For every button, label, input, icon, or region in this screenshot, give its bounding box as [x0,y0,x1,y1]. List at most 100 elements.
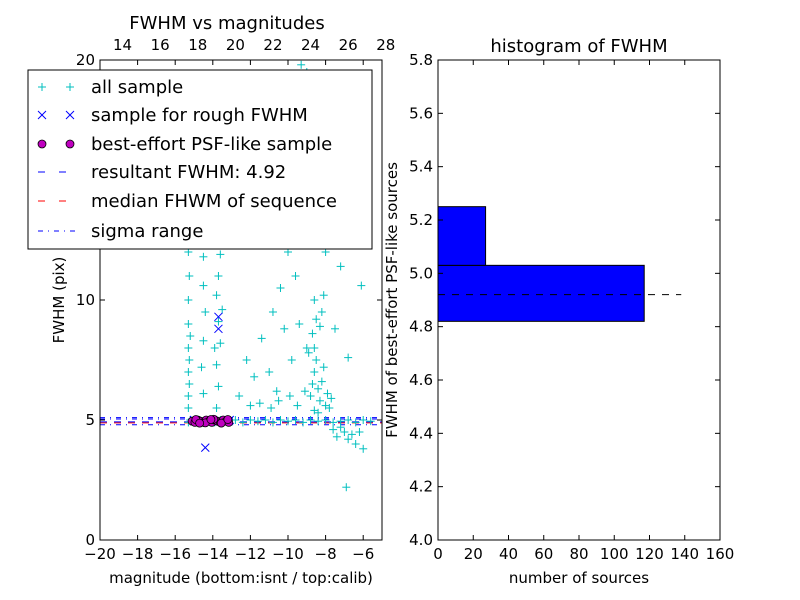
right-y-tick-label: 5.2 [409,211,433,229]
left-top-tick-label: 14 [113,36,132,54]
all-sample-point [291,416,300,424]
legend-label-rough-sample: sample for rough FWHM [91,105,308,126]
left-y-axis-ticks: 0 5 10 20 [76,51,382,549]
all-sample-point [319,291,328,300]
all-sample-point [319,363,328,372]
left-x-axis-ticks: −20 −18 −16 −14 −12 −10 −8 −6 [84,60,374,563]
all-sample-point [212,360,221,369]
all-sample-point [323,389,332,398]
left-top-axis-ticks: 14 16 18 20 22 24 26 28 [113,36,395,54]
psf-sample-point [195,418,205,428]
left-x-tick-label: −14 [197,545,229,563]
left-top-tick-label: 16 [151,36,170,54]
all-sample-point [261,416,270,424]
left-chart-title: FWHM vs magnitudes [129,13,324,34]
all-sample-point [199,281,208,290]
all-sample-point [184,296,193,304]
left-top-tick-label: 24 [301,36,320,54]
left-y-tick-label: 10 [76,291,95,309]
all-sample-point [214,272,223,280]
psf-sample-point [216,418,226,428]
right-x-tick-label: 60 [534,545,553,563]
all-sample-point [246,401,255,410]
legend-entry-all-sample: all sample [38,77,183,98]
all-sample-point [310,296,319,304]
psf-sample-point [206,415,216,424]
fwhm-histogram-chart: 0 20 40 60 80 100 120 140 160 4.0 4.2 4.4 4.6 4.8 5.0… [383,36,734,587]
all-sample-point [351,418,360,427]
right-x-tick-label: 0 [433,545,443,563]
right-y-tick-label: 5.6 [409,104,433,122]
all-sample-point [359,444,368,453]
all-sample-point [344,435,353,444]
legend-label-median-fwhm: median FHWM of sequence [91,191,337,212]
legend-label-sigma-range: sigma range [91,221,203,242]
all-sample-point [347,430,356,439]
left-x-axis-label: magnitude (bottom:isnt / top:calib) [109,569,373,587]
all-sample-point [308,329,317,338]
all-sample-point [342,483,351,492]
all-sample-point [238,418,247,427]
all-sample-point [321,416,330,424]
all-sample-point [185,272,194,280]
all-sample-point [231,416,240,424]
all-sample-point [336,262,345,271]
all-sample-point [317,308,326,316]
left-top-tick-label: 26 [339,36,358,54]
legend-entry-psf-sample: best-effort PSF-like sample [37,134,332,155]
right-y-axis-label: FWHM of best-effort PSF-like sources [383,162,401,438]
all-sample-point [300,387,309,396]
right-x-tick-label: 20 [464,545,483,563]
right-y-tick-label: 5.8 [409,51,433,69]
all-sample-point [253,417,262,426]
all-sample-point [255,399,264,408]
all-sample-point [314,384,323,393]
all-sample-point [357,281,366,290]
all-sample-point [199,336,208,345]
legend-box [27,69,373,250]
all-sample-point [285,392,294,400]
all-sample-point [302,344,311,352]
all-sample-point [184,368,193,376]
legend-entry-sigma-range: sigma range [38,221,203,242]
legend-label-psf-sample: best-effort PSF-like sample [91,134,332,155]
legend-label-resultant-fwhm: resultant FWHM: 4.92 [91,162,286,183]
legend-entry-rough-sample: sample for rough FWHM [37,105,308,126]
all-sample-point [327,394,336,403]
all-sample-point [214,317,223,326]
all-sample-point [212,404,221,412]
right-x-tick-label: 140 [670,545,699,563]
rough-sample-point [214,312,223,322]
all-sample-point [284,417,292,426]
all-sample-point [274,396,283,405]
right-y-tick-label: 5.4 [409,158,433,176]
all-sample-point [314,417,323,426]
all-sample-point [265,368,274,376]
all-sample-point [310,368,319,376]
all-sample-point [216,339,225,348]
all-sample-point [312,315,321,324]
all-sample-point [185,380,194,388]
all-sample-point [325,404,334,412]
left-top-tick-label: 28 [376,36,395,54]
legend: all sample sample for rough FWHM best-ef… [27,69,373,250]
psf-sample-point [223,415,233,424]
all-sample-point [304,348,313,357]
all-sample-point [246,416,255,424]
all-sample-point [268,418,277,427]
left-x-tick-label: −6 [352,545,374,563]
all-sample-point [268,308,277,316]
all-sample-point [214,382,223,391]
left-top-tick-label: 22 [263,36,282,54]
right-x-tick-label: 40 [499,545,518,563]
all-sample-point [336,423,345,432]
all-sample-point [297,60,306,69]
right-x-tick-label: 160 [706,545,735,563]
all-sample-point [315,322,324,331]
rough-sample-point [214,324,223,334]
right-x-axis-ticks: 0 20 40 60 80 100 120 140 160 [433,60,734,563]
right-x-tick-label: 120 [635,545,664,563]
legend-label-all-sample: all sample [91,77,183,98]
right-y-tick-label: 4.4 [409,424,433,442]
